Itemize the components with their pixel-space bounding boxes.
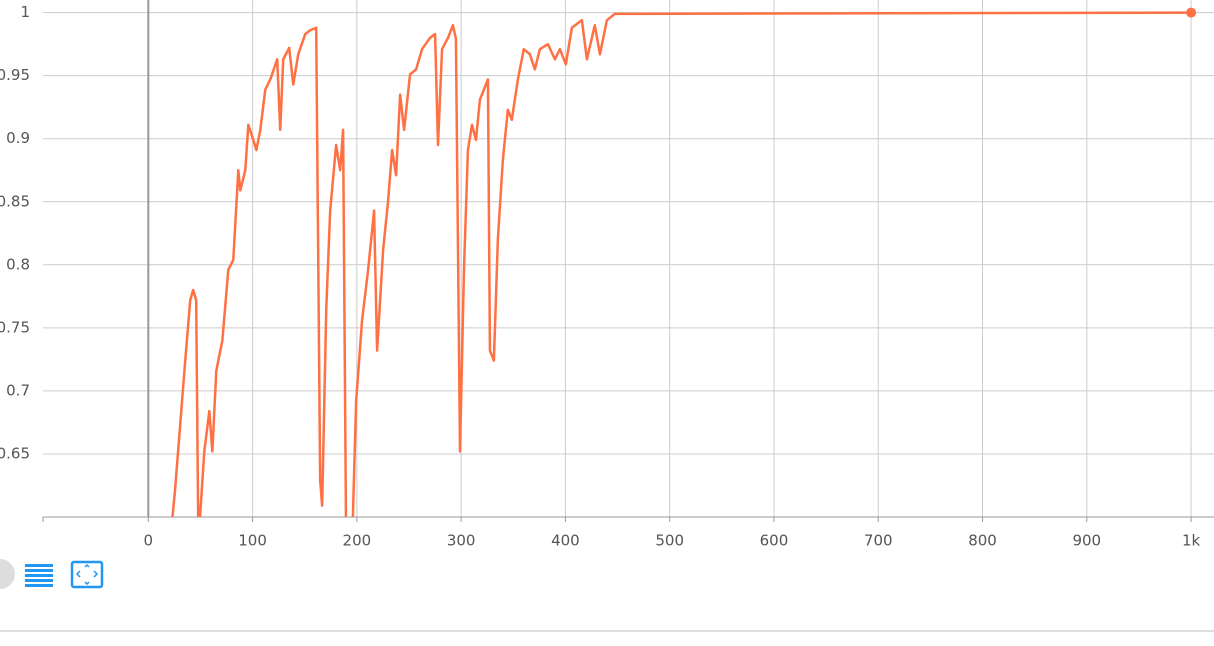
y-tick-label: 0.65	[0, 444, 30, 462]
data-line	[171, 11, 1192, 517]
x-tick-label: 400	[551, 532, 580, 550]
fit-icon[interactable]	[70, 560, 104, 589]
end-point	[1186, 7, 1197, 18]
y-tick-label: 0.75	[0, 318, 30, 336]
x-tick-label: 500	[655, 532, 684, 550]
x-tick-label: 700	[864, 532, 893, 550]
toggle-button[interactable]	[0, 559, 15, 589]
x-tick-label: 800	[968, 532, 997, 550]
x-tick-label: 900	[1072, 532, 1101, 550]
y-tick-label: 0.9	[6, 129, 30, 147]
y-tick-label: 0.7	[6, 381, 30, 399]
x-tick-label: 600	[760, 532, 789, 550]
axis-labels: 0.65 0.7 0.75 0.8 0.85 0.9 0.95 1 0 100 200 300 400 5…	[0, 3, 1200, 549]
grid	[42, 0, 1214, 522]
x-tick-label: 1k	[1182, 532, 1201, 550]
y-tick-label: 1	[20, 3, 30, 21]
y-tick-label: 0.95	[0, 66, 30, 84]
x-tick-label: 300	[447, 532, 476, 550]
plot-area	[171, 7, 1197, 517]
x-tick-label: 100	[238, 532, 267, 550]
list-icon[interactable]	[25, 564, 53, 587]
y-tick-label: 0.85	[0, 192, 30, 210]
x-tick-label: 0	[144, 532, 154, 550]
y-tick-label: 0.8	[6, 255, 30, 273]
x-tick-label: 200	[343, 532, 372, 550]
